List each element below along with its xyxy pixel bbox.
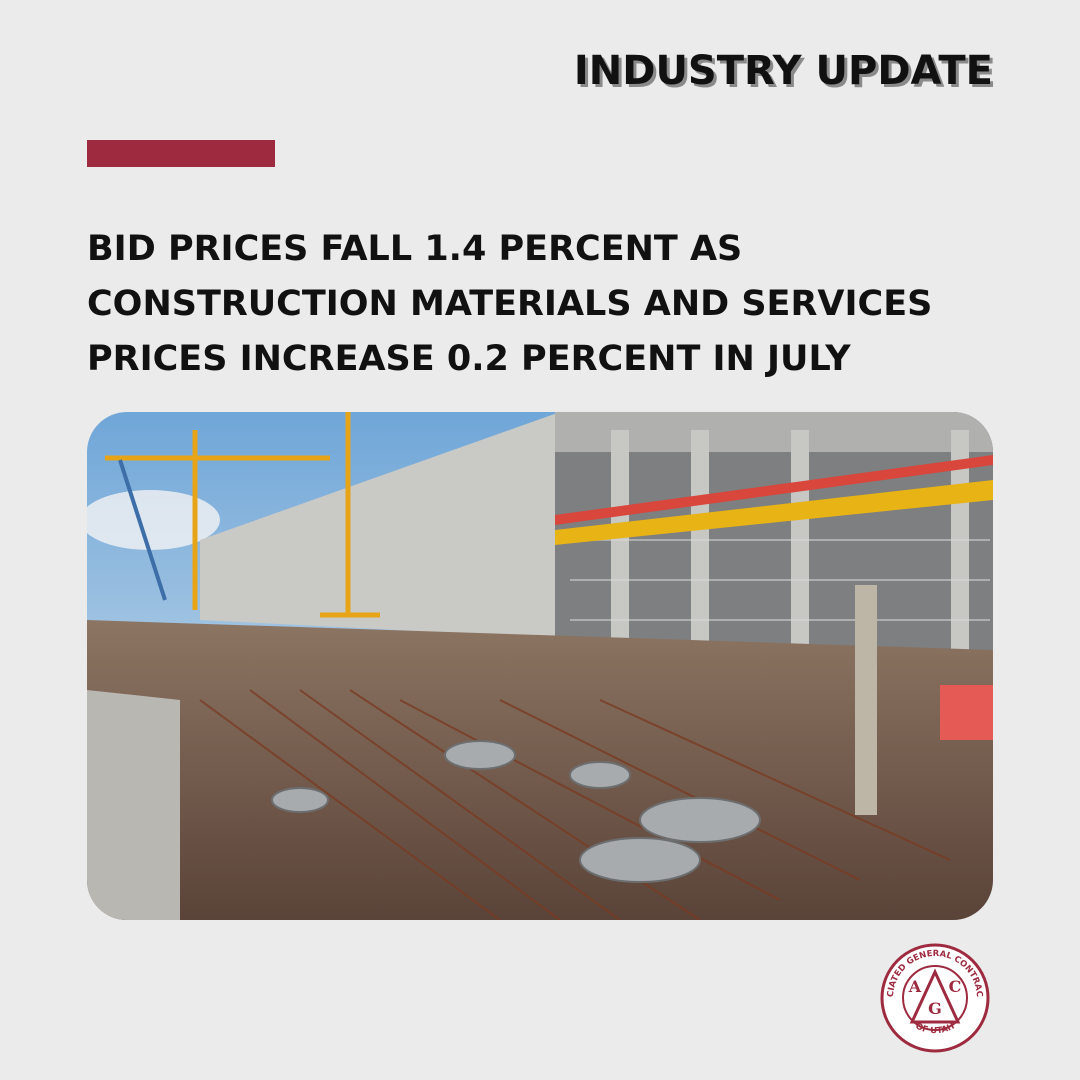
- logo-letter: A: [908, 977, 922, 996]
- accent-bar: [87, 140, 275, 167]
- logo-letter: C: [949, 977, 962, 996]
- headline-line: CONSTRUCTION MATERIALS AND SERVICES: [87, 284, 933, 324]
- logo-ring-text: OF UTAH: [914, 1021, 957, 1036]
- section-label: INDUSTRY UPDATE: [573, 48, 993, 94]
- photo: [87, 412, 993, 920]
- logo-letter: G: [928, 999, 942, 1018]
- headline-line: PRICES INCREASE 0.2 PERCENT IN JULY: [87, 339, 851, 379]
- headline-line: BID PRICES FALL 1.4 PERCENT AS: [87, 229, 743, 269]
- headline: BID PRICES FALL 1.4 PERCENT AS CONSTRUCT…: [87, 222, 932, 387]
